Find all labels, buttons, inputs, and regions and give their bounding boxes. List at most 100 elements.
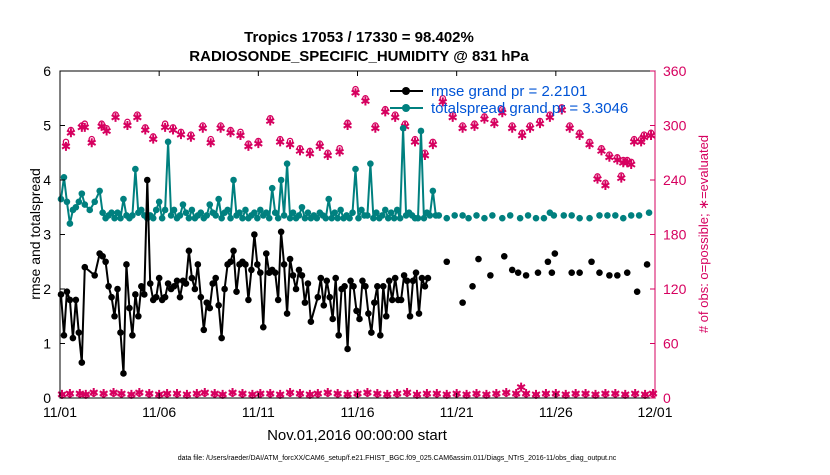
totalspread-point	[420, 214, 428, 222]
obs-evaluated-point	[458, 123, 468, 133]
rmse-point	[283, 310, 291, 317]
rmse-point	[242, 261, 249, 268]
chart-title-line2: RADIOSONDE_SPECIFIC_HUMIDITY @ 831 hPa	[189, 48, 529, 65]
obs-evaluated-point	[198, 123, 208, 133]
obs-evaluated-point	[255, 388, 265, 398]
rmse-point	[108, 293, 115, 301]
obs-evaluated-point	[210, 388, 220, 398]
totalspread-point	[328, 214, 336, 222]
rmse-point	[143, 176, 151, 184]
obs-evaluated-point	[66, 128, 76, 138]
obs-evaluated-point	[380, 107, 390, 117]
rmse-point	[623, 269, 631, 276]
totalspread-point	[429, 187, 437, 195]
y-tick-label-left: 3	[43, 227, 51, 243]
totalspread-point	[619, 214, 627, 222]
obs-evaluated-point	[541, 388, 551, 398]
rmse-point	[487, 272, 494, 279]
totalspread-point	[298, 203, 306, 211]
rmse-point	[138, 282, 145, 290]
obs-evaluated-point	[517, 130, 527, 140]
totalspread-point	[138, 206, 145, 214]
obs-evaluated-point	[168, 125, 178, 135]
rmse-point	[194, 261, 202, 268]
totalspread-point	[72, 203, 80, 211]
obs-evaluated-point	[575, 130, 585, 140]
obs-evaluated-point	[99, 388, 109, 398]
totalspread-point	[540, 214, 548, 222]
legend-rmse-marker	[402, 87, 410, 95]
obs-evaluated-point	[448, 112, 458, 122]
totalspread-point	[114, 209, 121, 216]
obs-evaluated-point	[462, 389, 471, 399]
obs-evaluated-point	[438, 97, 448, 107]
rmse-point	[129, 332, 136, 339]
y-axis-label-left: rmse and totalspread	[27, 168, 43, 300]
obs-evaluated-point	[315, 141, 325, 151]
totalspread-point	[167, 212, 175, 219]
rmse-point	[406, 312, 414, 320]
totalspread-point	[155, 198, 163, 206]
legend-spread-marker	[402, 104, 410, 112]
rmse-point	[320, 302, 328, 309]
totalspread-point	[132, 165, 139, 173]
totalspread-point	[295, 212, 303, 219]
totalspread-point	[262, 209, 270, 216]
totalspread-point	[179, 201, 187, 208]
obs-evaluated-point	[561, 389, 571, 399]
rmse-point	[69, 334, 77, 342]
rmse-point	[227, 258, 234, 266]
rmse-point	[111, 312, 118, 320]
totalspread-point	[560, 212, 568, 219]
rmse-point	[374, 282, 381, 290]
totalspread-point	[120, 195, 127, 203]
totalspread-point	[86, 206, 94, 214]
obs-evaluated-point	[372, 388, 382, 398]
rmse-point	[280, 261, 288, 268]
x-tick-label: 11/21	[440, 404, 474, 420]
obs-evaluated-point	[305, 149, 315, 159]
obs-evaluated-point	[489, 119, 499, 129]
totalspread-point	[268, 184, 276, 192]
totalspread-point	[117, 214, 124, 222]
rmse-point	[317, 274, 325, 282]
totalspread-point	[182, 209, 190, 216]
totalspread-point	[481, 214, 488, 222]
rmse-point	[362, 282, 369, 290]
obs-evaluated-point	[531, 389, 541, 399]
obs-evaluated-point	[370, 123, 380, 133]
totalspread-point	[242, 206, 249, 214]
rmse-point	[508, 266, 516, 274]
obs-evaluated-point	[244, 141, 253, 151]
rmse-point	[534, 269, 542, 276]
obs-evaluated-point	[236, 130, 245, 140]
rmse-point	[418, 274, 426, 282]
totalspread-point	[390, 214, 398, 222]
x-tick-label: 12/01	[637, 404, 672, 420]
rmse-point	[161, 293, 169, 301]
obs-evaluated-point	[640, 389, 650, 399]
obs-evaluated-point	[351, 88, 360, 98]
totalspread-point	[161, 206, 169, 214]
rmse-point	[314, 293, 322, 301]
obs-evaluated-point	[218, 389, 228, 399]
rmse-point	[262, 250, 270, 257]
totalspread-point	[627, 212, 635, 219]
rmse-point	[132, 291, 139, 298]
rmse-point	[254, 261, 261, 268]
obs-evaluated-point	[581, 388, 590, 398]
totalspread-point	[206, 201, 214, 208]
obs-evaluated-point	[295, 388, 305, 398]
totalspread-point	[506, 212, 514, 219]
obs-evaluated-point	[480, 114, 489, 124]
totalspread-point	[230, 176, 237, 184]
obs-evaluated-point	[585, 140, 594, 150]
rmse-point	[368, 329, 375, 336]
rmse-point	[335, 332, 342, 339]
obs-evaluated-point	[616, 173, 626, 183]
obs-evaluated-point	[123, 121, 132, 130]
rmse-point	[188, 274, 196, 282]
totalspread-point	[111, 214, 118, 222]
obs-evaluated-point	[176, 130, 186, 140]
